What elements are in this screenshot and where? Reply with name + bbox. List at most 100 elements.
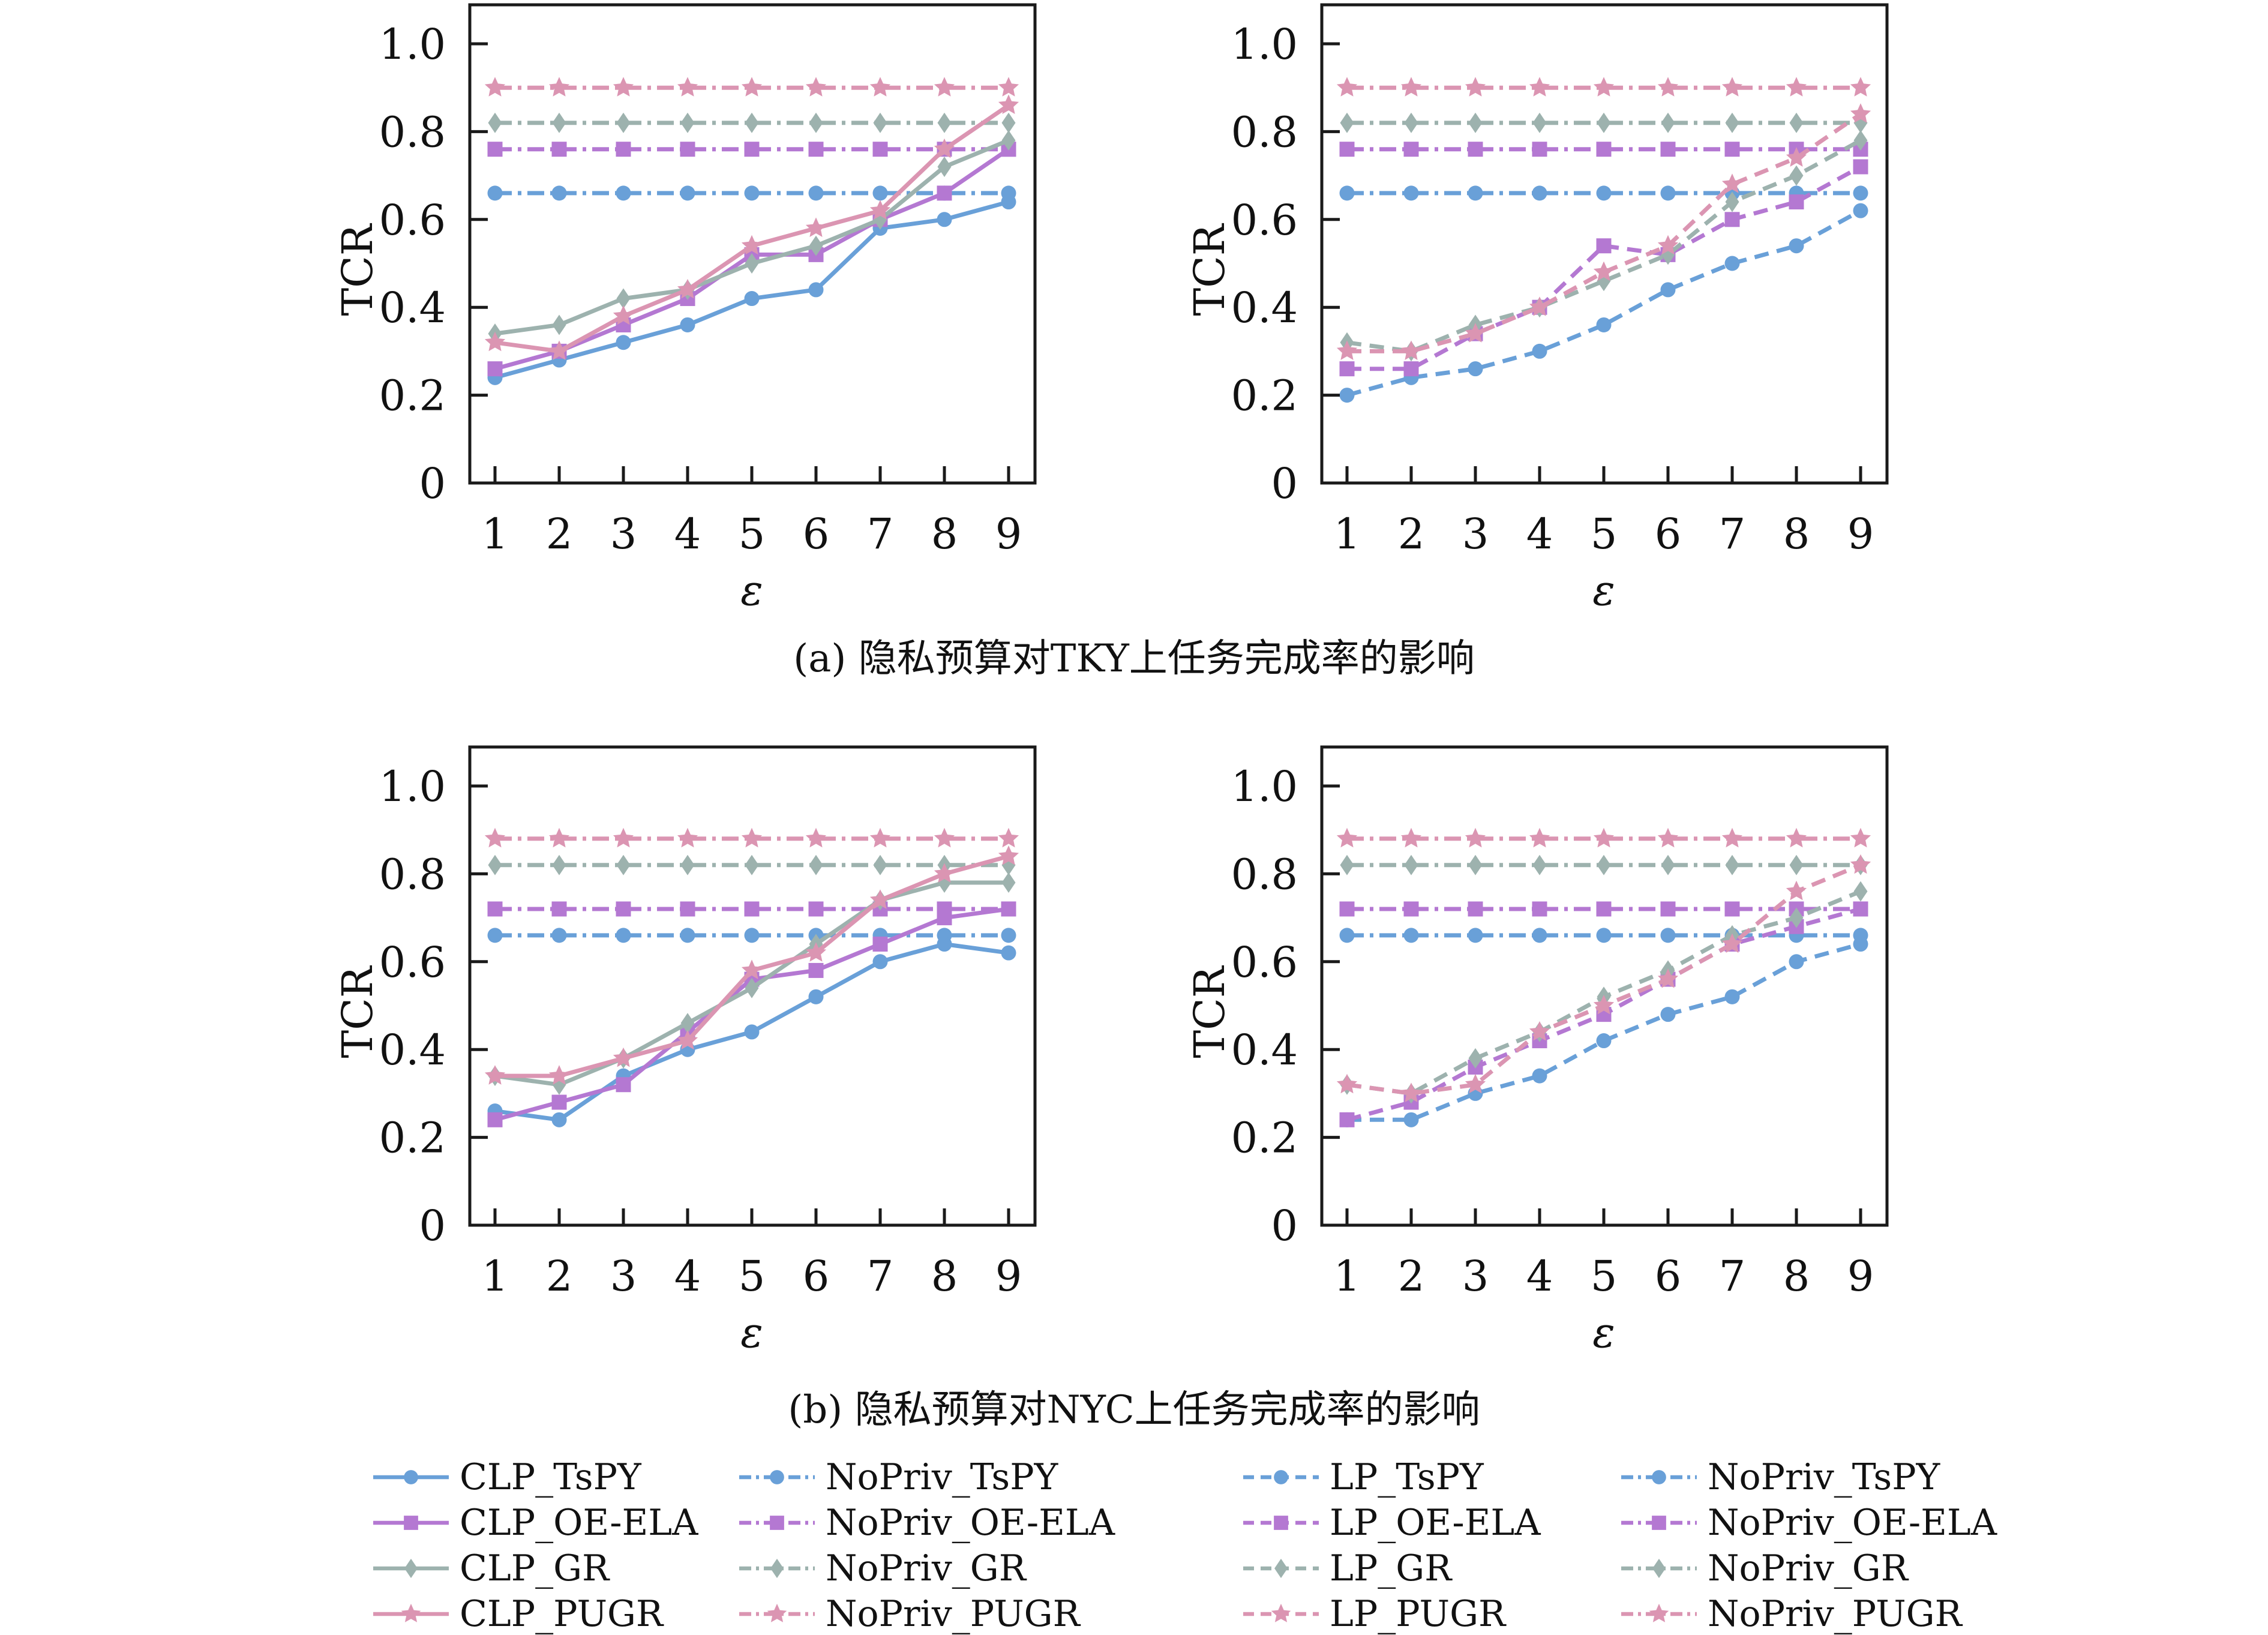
circle-marker-icon <box>616 335 631 350</box>
line-LP_TsPY <box>1347 942 1861 1122</box>
circle-marker-icon <box>744 185 760 201</box>
legend-label: NoPriv_PUGR <box>826 1593 1080 1635</box>
y-tick-label: 0.4 <box>1231 1025 1298 1075</box>
square-marker-icon <box>551 901 567 917</box>
line-LP_GR <box>1346 138 1862 353</box>
diamond-marker-icon <box>1404 112 1418 133</box>
legend-item-NoPriv_GR: NoPriv_GR <box>1620 1546 1997 1591</box>
circle-marker-icon <box>1001 194 1016 210</box>
x-tick-label: 1 <box>1334 509 1361 559</box>
diamond-marker-icon <box>937 156 952 177</box>
y-tick-label: 0.2 <box>379 1114 446 1163</box>
diamond-marker-icon <box>616 288 631 309</box>
x-axis-label: ε <box>1592 566 1615 615</box>
star-marker-icon <box>1593 261 1615 281</box>
square-marker-icon <box>1724 212 1740 227</box>
y-tick-label: 0.8 <box>379 850 446 899</box>
circle-marker-icon <box>872 954 888 970</box>
square-marker-icon <box>1596 901 1612 917</box>
series-nyc-clp-NoPriv_TsPY <box>487 928 1016 943</box>
square-marker-icon <box>808 962 824 978</box>
chart-svg-tky-clp: 0 0.2 0.4 0.6 0.8 1.0 1 2 3 4 5 6 7 8 9 TCR ε <box>333 3 1037 615</box>
circle-marker-icon <box>1532 185 1547 201</box>
circle-marker-icon <box>1403 1112 1419 1127</box>
circle-marker-icon <box>808 989 824 1004</box>
square-marker-icon <box>680 901 695 917</box>
circle-marker-icon <box>680 928 695 943</box>
series-nyc-lp-NoPriv_OE-ELA <box>1339 901 1868 917</box>
legend-label: CLP_GR <box>460 1547 610 1589</box>
star-marker-icon <box>548 340 570 360</box>
star-marker-icon <box>1529 827 1550 848</box>
star-marker-icon <box>1400 77 1422 97</box>
star-marker-icon <box>767 1603 787 1622</box>
circle-marker-icon <box>808 185 824 201</box>
legend-label: LP_PUGR <box>1330 1593 1506 1635</box>
square-marker-icon <box>1532 142 1547 157</box>
star-marker-icon <box>1400 1082 1422 1102</box>
legend-label: NoPriv_OE-ELA <box>826 1502 1115 1544</box>
chart-tky-clp: 0 0.2 0.4 0.6 0.8 1.0 1 2 3 4 5 6 7 8 9 TCR ε <box>324 0 1122 643</box>
circle-marker-icon <box>770 1470 784 1484</box>
legend-item-NoPriv_TsPY: NoPriv_TsPY <box>738 1454 1115 1500</box>
circle-marker-icon <box>1274 1470 1288 1484</box>
diamond-marker-icon <box>1532 112 1547 133</box>
series-nyc-lp-LP_PUGR <box>1336 854 1871 1102</box>
circle-marker-icon <box>937 212 952 227</box>
star-marker-icon <box>613 305 634 325</box>
x-tick-label: 4 <box>1526 509 1553 559</box>
square-marker-icon <box>1339 142 1355 157</box>
x-tick-label: 2 <box>546 509 573 559</box>
diamond-marker-icon <box>937 112 952 133</box>
legend-swatch <box>1243 1470 1319 1484</box>
x-tick-label: 7 <box>1719 509 1746 559</box>
y-axis-label: TCR <box>1185 223 1234 316</box>
circle-marker-icon <box>1660 928 1676 943</box>
square-marker-icon <box>1001 901 1016 917</box>
legend-label: NoPriv_PUGR <box>1708 1593 1962 1635</box>
star-marker-icon <box>1657 77 1679 97</box>
line-LP_PUGR <box>1346 863 1862 1096</box>
circle-marker-icon <box>1001 928 1016 943</box>
legend-item-NoPriv_GR: NoPriv_GR <box>738 1546 1115 1591</box>
legend-label: CLP_TsPY <box>460 1456 641 1498</box>
legend-column-3: NoPriv_TsPY NoPriv_OE-ELA NoPriv_GR NoPriv_… <box>1620 1454 1997 1635</box>
square-marker-icon <box>1853 901 1868 917</box>
x-tick-label: 7 <box>1719 1252 1746 1301</box>
x-tick-label: 8 <box>1783 509 1810 559</box>
x-tick-label: 8 <box>1783 1252 1810 1301</box>
star-marker-icon <box>805 942 827 962</box>
legend-item-LP_TsPY: LP_TsPY <box>1242 1454 1541 1500</box>
y-tick-label: 0 <box>1271 459 1298 508</box>
y-tick-label: 1.0 <box>1231 20 1298 69</box>
y-tick-label: 0.6 <box>379 938 446 987</box>
line-CLP_TsPY <box>494 200 1009 380</box>
star-marker-icon <box>1721 77 1743 97</box>
legend-swatch <box>1621 1603 1697 1622</box>
star-marker-icon <box>548 77 570 97</box>
star-marker-icon <box>401 1603 421 1622</box>
x-tick-label: 1 <box>482 509 509 559</box>
legend-swatch <box>1243 1558 1319 1579</box>
square-marker-icon <box>1596 238 1612 254</box>
square-marker-icon <box>872 142 888 157</box>
square-marker-icon <box>872 937 888 952</box>
star-marker-icon <box>677 278 698 299</box>
star-marker-icon <box>869 889 891 909</box>
square-marker-icon <box>616 901 631 917</box>
legend-swatch <box>739 1470 815 1484</box>
square-marker-icon <box>808 901 824 917</box>
square-marker-icon <box>1339 361 1355 377</box>
legend-swatch <box>739 1603 815 1622</box>
star-marker-icon <box>1271 1603 1291 1622</box>
circle-marker-icon <box>680 317 695 332</box>
diamond-marker-icon <box>745 854 759 875</box>
star-marker-icon <box>613 1047 634 1067</box>
square-marker-icon <box>770 1516 784 1530</box>
diamond-marker-icon <box>1468 854 1483 875</box>
circle-marker-icon <box>937 937 952 952</box>
circle-marker-icon <box>1339 388 1355 403</box>
series-tky-lp-NoPriv_PUGR <box>1336 77 1871 97</box>
y-tick-label: 0.2 <box>1231 1114 1298 1163</box>
series-tky-clp-CLP_TsPY <box>487 194 1016 385</box>
